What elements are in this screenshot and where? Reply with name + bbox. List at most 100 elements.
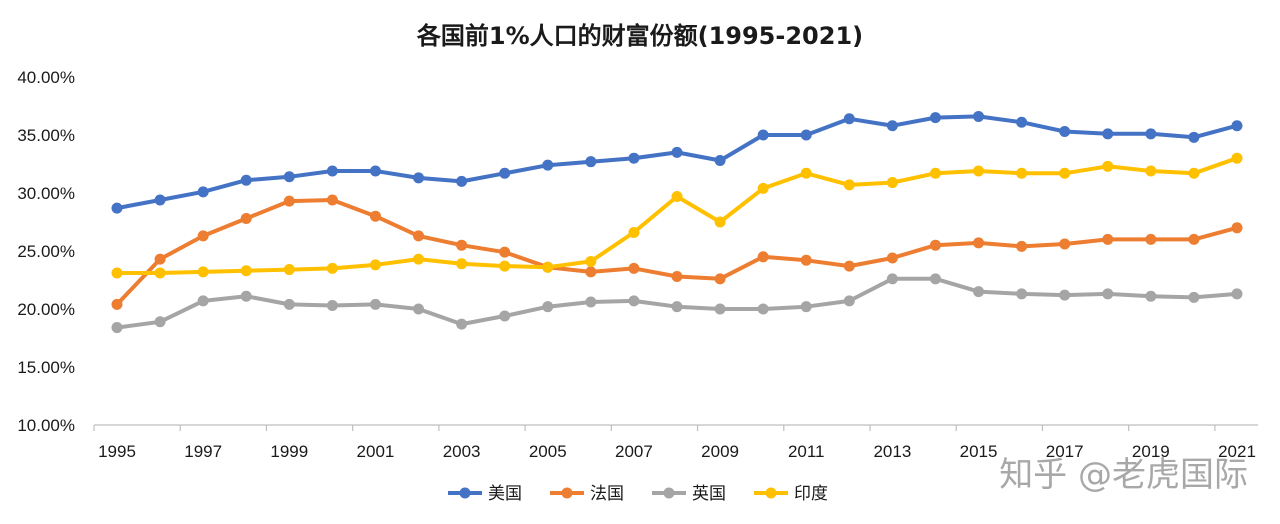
data-point — [628, 262, 640, 274]
data-point — [1059, 126, 1071, 138]
series-3 — [111, 273, 1243, 334]
data-point — [843, 179, 855, 191]
data-point — [1231, 288, 1243, 300]
data-point — [1231, 222, 1243, 234]
series-1 — [111, 110, 1243, 214]
data-point — [585, 156, 597, 168]
data-point — [456, 239, 468, 251]
data-point — [197, 295, 209, 307]
data-point — [197, 186, 209, 198]
data-point — [240, 265, 252, 277]
legend-marker — [459, 487, 471, 499]
chart-title: 各国前1%人口的财富份额(1995-2021) — [416, 22, 863, 50]
data-point — [369, 298, 381, 310]
data-point — [1059, 167, 1071, 179]
data-point — [714, 216, 726, 228]
data-point — [283, 195, 295, 207]
data-point — [929, 167, 941, 179]
data-point — [1102, 160, 1114, 172]
data-point — [585, 266, 597, 278]
data-point — [499, 167, 511, 179]
series-group — [111, 110, 1243, 334]
data-point — [757, 129, 769, 141]
data-point — [1188, 167, 1200, 179]
data-point — [326, 262, 338, 274]
data-point — [499, 310, 511, 322]
data-point — [283, 171, 295, 183]
data-point — [886, 252, 898, 264]
data-point — [413, 230, 425, 242]
data-point — [628, 295, 640, 307]
legend-label: 法国 — [590, 484, 624, 504]
data-point — [973, 110, 985, 122]
data-point — [929, 239, 941, 251]
data-point — [1188, 131, 1200, 143]
x-tick-label: 2007 — [615, 442, 653, 461]
data-point — [1188, 233, 1200, 245]
y-tick-label: 35.00% — [17, 126, 75, 145]
data-point — [111, 202, 123, 214]
data-point — [671, 301, 683, 313]
x-tick-label: 2021 — [1218, 442, 1256, 461]
data-point — [585, 255, 597, 267]
x-tick-label: 2009 — [701, 442, 739, 461]
data-point — [326, 165, 338, 177]
data-point — [671, 190, 683, 202]
data-point — [542, 261, 554, 273]
watermark-text: 知乎 @老虎国际 — [999, 455, 1248, 495]
data-point — [585, 296, 597, 308]
data-point — [1231, 152, 1243, 164]
data-point — [1059, 238, 1071, 250]
data-point — [240, 213, 252, 225]
data-point — [413, 253, 425, 265]
data-point — [369, 210, 381, 222]
data-point — [1102, 128, 1114, 140]
data-point — [111, 267, 123, 279]
data-point — [800, 129, 812, 141]
data-point — [843, 260, 855, 272]
x-tick-label: 2015 — [960, 442, 998, 461]
data-point — [326, 300, 338, 312]
y-axis-ticks: 10.00% 15.00% 20.00% 25.00% 30.00% 35.00% 40.0… — [17, 68, 75, 435]
x-tick-label: 1997 — [184, 442, 222, 461]
series-line — [115, 198, 1239, 307]
y-tick-label: 10.00% — [17, 416, 75, 435]
legend-marker — [765, 487, 777, 499]
data-point — [973, 165, 985, 177]
data-point — [499, 246, 511, 258]
legend-marker — [561, 487, 573, 499]
y-tick-label: 25.00% — [17, 242, 75, 261]
data-point — [1145, 290, 1157, 302]
data-point — [628, 152, 640, 164]
data-point — [154, 267, 166, 279]
data-point — [1059, 289, 1071, 301]
data-point — [1016, 288, 1028, 300]
data-point — [628, 226, 640, 238]
data-point — [973, 237, 985, 249]
y-tick-label: 15.00% — [17, 358, 75, 377]
data-point — [499, 260, 511, 272]
data-point — [714, 273, 726, 285]
legend-label: 印度 — [794, 484, 828, 504]
data-point — [843, 113, 855, 125]
data-point — [1102, 233, 1114, 245]
data-point — [714, 303, 726, 315]
x-axis-ticks: 1995 1997 1999 2001 2003 2005 2007 2009 2011 2013… — [98, 442, 1256, 461]
data-point — [456, 318, 468, 330]
data-point — [154, 316, 166, 328]
data-point — [757, 182, 769, 194]
data-point — [456, 175, 468, 187]
data-point — [542, 159, 554, 171]
data-point — [929, 273, 941, 285]
data-point — [973, 286, 985, 298]
data-point — [1102, 288, 1114, 300]
data-point — [456, 258, 468, 270]
x-tick-label: 1999 — [270, 442, 308, 461]
data-point — [111, 298, 123, 310]
data-point — [369, 259, 381, 271]
data-point — [542, 301, 554, 313]
x-tick-label: 2017 — [1046, 442, 1084, 461]
legend-label: 美国 — [488, 484, 522, 504]
data-point — [800, 167, 812, 179]
